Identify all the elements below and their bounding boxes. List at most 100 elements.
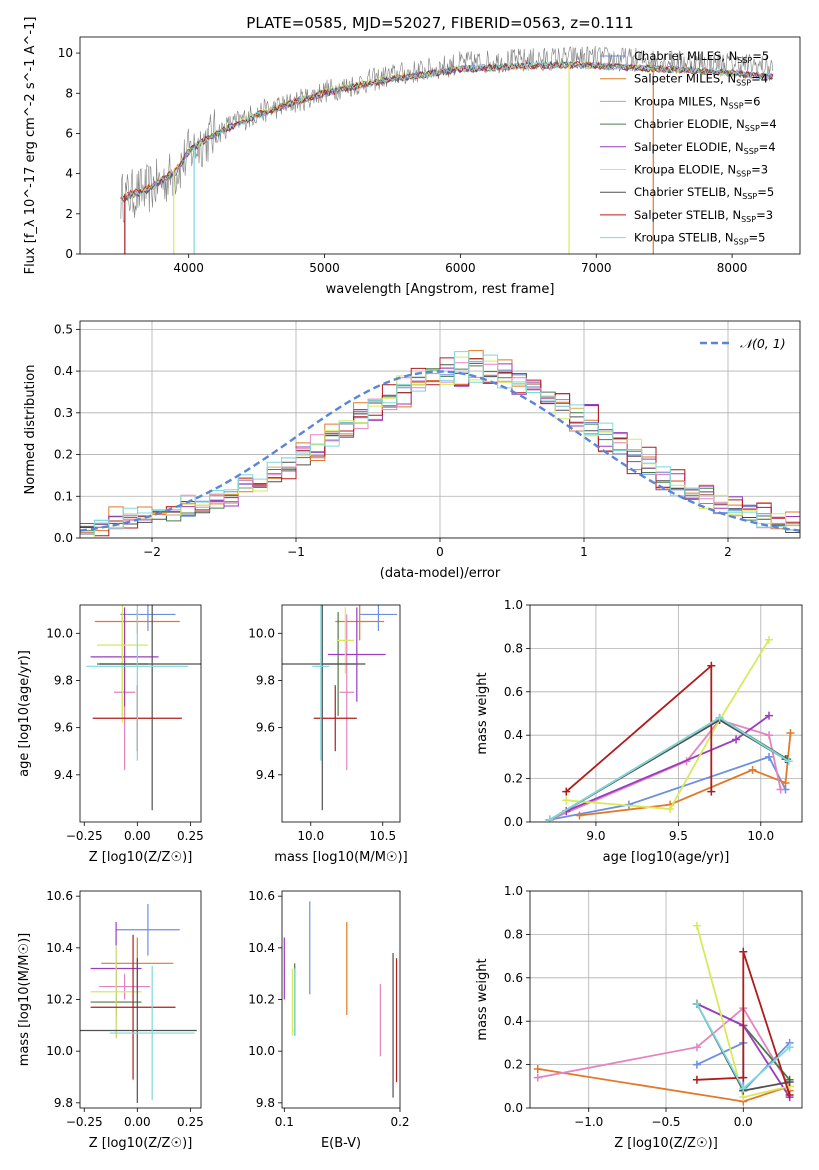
- y-tick-label: 9.6: [256, 721, 275, 735]
- figure-title: PLATE=0585, MJD=52027, FIBERID=0563, z=0…: [246, 14, 633, 32]
- plot-area: [283, 901, 398, 1098]
- y-tick-label: 8: [65, 86, 73, 100]
- x-tick-label: 1: [580, 545, 588, 559]
- legend-subscript: SSP: [744, 147, 759, 156]
- panel-mass-vs-Z: −0.25 0.00 0.25 9.8 10.0 10.2 10.4 10.6 Z [log10…: [17, 889, 204, 1151]
- x-tick-label: 2: [724, 545, 732, 559]
- weight-marker: [785, 1043, 794, 1052]
- y-tick-label: 10.6: [46, 889, 73, 903]
- weight-line: [579, 732, 792, 817]
- axes-frame: [281, 890, 401, 1109]
- panel-mass-vs-EBV: 0.1 0.2 9.8 10.0 10.2 10.4 10.6 E(B-V): [248, 889, 409, 1151]
- x-axis-label: mass [log10(M/M☉)]: [274, 850, 407, 865]
- x-tick-label: −2: [143, 545, 161, 559]
- legend-label: Salpeter MILES, NSSP=4: [634, 72, 768, 88]
- x-axis-label: wavelength [Angstrom, rest frame]: [326, 282, 555, 297]
- panel-weight-vs-Z: −1.0 −0.5 0.0 0.0 0.2 0.4 0.6 0.8 1.0 Z [log10(Z/…: [475, 884, 803, 1151]
- y-tick-label: 0.8: [504, 927, 523, 941]
- y-tick-label: 9.4: [54, 768, 73, 782]
- weight-marker: [707, 661, 716, 670]
- legend-subscript: SSP: [741, 215, 756, 224]
- x-tick-label: 0.00: [124, 829, 151, 843]
- x-tick-label: 8000: [717, 261, 748, 275]
- y-tick-label: 0.5: [54, 322, 73, 336]
- x-tick-label: 9.5: [669, 829, 688, 843]
- panel-age-vs-Z: −0.25 0.00 0.25 9.4 9.6 9.8 10.0 Z [log10(Z/Z☉)…: [17, 604, 204, 865]
- y-tick-label: 0.0: [504, 1101, 523, 1115]
- plot-area: [80, 321, 800, 538]
- panel-residuals: −2 −1 0 1 2 0.0 0.1 0.2 0.3 0.4 0.5 (data-model)/er…: [23, 320, 801, 581]
- weight-marker: [562, 796, 571, 805]
- y-tick-label: 1.0: [504, 598, 523, 612]
- weight-marker: [707, 787, 716, 796]
- weight-marker: [786, 729, 795, 738]
- legend-label: Kroupa ELODIE, NSSP=3: [634, 163, 768, 179]
- x-tick-label: 10.0: [747, 829, 774, 843]
- weight-marker: [692, 1075, 701, 1084]
- legend-count: =5: [752, 49, 769, 63]
- legend-count: =4: [760, 117, 777, 131]
- x-tick-label: −1.0: [574, 1115, 603, 1129]
- x-tick-label: 5000: [309, 261, 340, 275]
- x-tick-label: 10.0: [297, 829, 324, 843]
- weight-marker: [784, 757, 793, 766]
- legend-label: Kroupa STELIB, NSSP=5: [634, 231, 765, 247]
- y-tick-label: 10.2: [46, 993, 73, 1007]
- x-tick-label: 0: [436, 545, 444, 559]
- y-tick-label: 6: [65, 126, 73, 140]
- y-tick-label: 10.4: [248, 941, 275, 955]
- weight-marker: [692, 1060, 701, 1069]
- x-tick-label: −0.25: [66, 829, 103, 843]
- legend-subscript: SSP: [734, 238, 749, 247]
- x-tick-label: −0.5: [651, 1115, 680, 1129]
- x-tick-label: 4000: [173, 261, 204, 275]
- axes-frame: [79, 890, 202, 1109]
- y-tick-label: 0.0: [54, 531, 73, 545]
- x-tick-label: −1: [287, 545, 305, 559]
- y-tick-label: 0.4: [504, 728, 523, 742]
- plot-area: [80, 903, 197, 1103]
- y-tick-label: 0.2: [504, 772, 523, 786]
- weight-marker: [785, 1077, 794, 1086]
- y-tick-label: 10: [58, 46, 73, 60]
- x-tick-label: 0.25: [177, 829, 204, 843]
- legend: Chabrier MILES, NSSP=5 Salpeter MILES, NS…: [600, 49, 777, 247]
- weight-marker: [739, 947, 748, 956]
- weight-marker: [781, 778, 790, 787]
- legend-label: Chabrier MILES, NSSP=5: [634, 49, 769, 65]
- y-tick-label: 0.2: [504, 1058, 523, 1072]
- weight-marker: [692, 999, 701, 1008]
- y-axis-label: mass [log10(M/M☉)]: [17, 933, 32, 1066]
- axes-frame: [529, 890, 803, 1109]
- axes-frame: [281, 604, 401, 823]
- weight-marker: [732, 735, 741, 744]
- plot-area: [530, 891, 802, 1108]
- weight-marker: [776, 785, 785, 794]
- y-axis-label: Flux [f_λ 10^-17 erg cm^-2 s^-1 A^-1]: [23, 17, 38, 275]
- x-tick-label: 10.5: [369, 829, 396, 843]
- weight-marker: [666, 804, 675, 813]
- weight-line: [696, 951, 791, 1096]
- weight-marker: [748, 765, 757, 774]
- x-tick-label: 0.0: [734, 1115, 753, 1129]
- legend-count: =6: [744, 94, 761, 108]
- legend-label: 𝒩(0, 1): [740, 336, 786, 351]
- y-tick-label: 10.0: [248, 626, 275, 640]
- legend-count: =3: [751, 163, 768, 177]
- legend-count: =4: [759, 140, 776, 154]
- y-tick-label: 10.2: [248, 993, 275, 1007]
- plot-area: [86, 605, 201, 811]
- y-tick-label: 10.0: [46, 626, 73, 640]
- weight-marker: [739, 1073, 748, 1082]
- y-tick-label: 9.8: [54, 1096, 73, 1110]
- weight-marker: [692, 921, 701, 930]
- y-tick-label: 0.1: [54, 489, 73, 503]
- y-tick-label: 2: [65, 207, 73, 221]
- y-axis-label: Normed distribution: [23, 365, 38, 495]
- y-tick-label: 0.6: [504, 685, 523, 699]
- axes-frame: [529, 604, 803, 823]
- axes-frame: [79, 604, 202, 823]
- weight-marker: [715, 713, 724, 722]
- y-tick-label: 10.6: [248, 889, 275, 903]
